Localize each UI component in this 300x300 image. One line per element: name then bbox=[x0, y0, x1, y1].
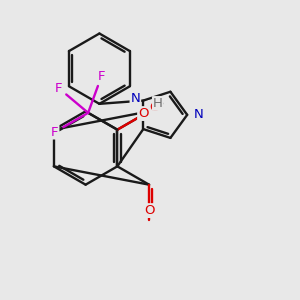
Text: F: F bbox=[55, 82, 62, 94]
Text: H: H bbox=[153, 97, 163, 110]
Text: N: N bbox=[130, 92, 140, 105]
Text: O: O bbox=[138, 107, 148, 120]
Text: O: O bbox=[149, 101, 159, 114]
Text: F: F bbox=[98, 70, 105, 83]
Text: N: N bbox=[194, 108, 204, 121]
Text: F: F bbox=[51, 126, 59, 139]
Text: O: O bbox=[144, 204, 154, 217]
